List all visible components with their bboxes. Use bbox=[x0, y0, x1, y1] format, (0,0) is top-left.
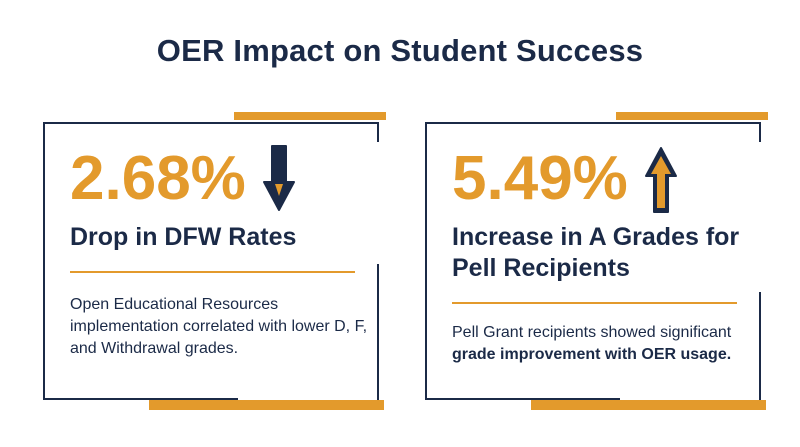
card-frame-top bbox=[43, 122, 379, 124]
stat-value: 2.68% bbox=[70, 144, 246, 213]
stat-card-pell: 5.49% Increase in A Grades for Pell Reci… bbox=[416, 112, 776, 410]
stat-row: 5.49% bbox=[452, 144, 678, 214]
stat-description: Open Educational Resources implementatio… bbox=[70, 296, 368, 357]
description-emphasis: grade improvement with OER usage. bbox=[452, 346, 732, 363]
accent-bar-bottom bbox=[531, 400, 766, 410]
card-frame-left bbox=[425, 122, 427, 400]
divider bbox=[70, 271, 355, 273]
card-frame-left bbox=[43, 122, 45, 400]
stat-value: 5.49% bbox=[452, 144, 628, 213]
page-title: OER Impact on Student Success bbox=[156, 33, 644, 68]
stat-description: Pell Grant recipients showed significant… bbox=[452, 322, 752, 366]
card-frame-right-top bbox=[759, 122, 761, 142]
card-frame-right-bottom bbox=[759, 292, 761, 400]
description-text: Pell Grant recipients showed significant bbox=[452, 324, 732, 341]
arrow-up-icon bbox=[644, 147, 677, 213]
accent-bar-top bbox=[616, 112, 768, 120]
card-frame-right-top bbox=[377, 122, 379, 142]
card-frame-bottom bbox=[43, 398, 238, 400]
accent-bar-bottom bbox=[149, 400, 384, 410]
card-frame-bottom bbox=[425, 398, 620, 400]
card-frame-top bbox=[425, 122, 761, 124]
accent-bar-top bbox=[234, 112, 386, 120]
arrow-down-icon bbox=[262, 145, 295, 211]
stat-row: 2.68% bbox=[70, 144, 296, 214]
stat-heading: Drop in DFW Rates bbox=[70, 223, 297, 251]
stat-card-dfw: 2.68% Drop in DFW Rates Open Educational… bbox=[34, 112, 394, 410]
stat-heading: Increase in A Grades for Pell Recipients bbox=[452, 223, 740, 282]
card-frame-right-bottom bbox=[377, 264, 379, 400]
divider bbox=[452, 302, 737, 304]
